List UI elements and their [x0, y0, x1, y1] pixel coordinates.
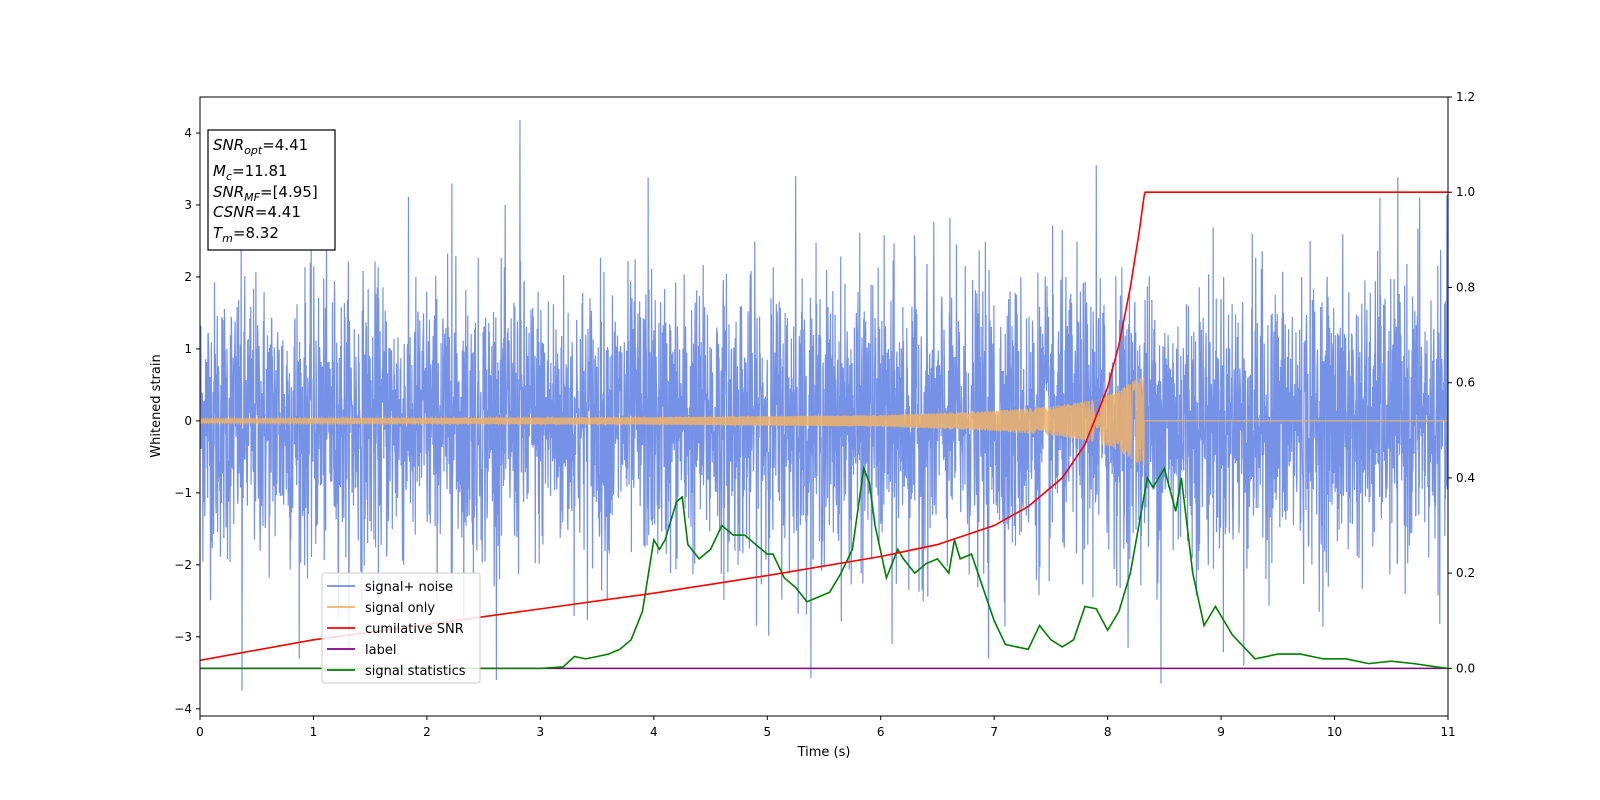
info-value: =[4.95] [260, 183, 318, 201]
info-subscript: c [226, 170, 232, 183]
y-tick-label: 1 [184, 342, 192, 356]
y-tick-label: 4 [184, 126, 192, 140]
y2-tick-label: 0.2 [1456, 566, 1475, 580]
info-symbol: T [213, 224, 224, 242]
y-tick-label: 3 [184, 198, 192, 212]
info-subscript: MF [244, 191, 260, 204]
info-symbol: SNR [213, 136, 244, 154]
info-line: SNRopt=4.41 [213, 136, 308, 157]
legend-entry: label [327, 643, 396, 658]
info-line: SNRMF=[4.95] [213, 183, 318, 204]
x-tick-label: 8 [1104, 725, 1112, 739]
x-axis: 0 1 2 3 4 5 6 7 8 9 10 11 [196, 716, 1456, 739]
info-box-lines: SNRopt=4.41Mc=11.81SNRMF=[4.95]CSNR=4.41… [213, 136, 318, 245]
info-line: CSNR=4.41 [213, 203, 301, 221]
info-symbol: SNR [213, 183, 244, 201]
legend: signal+ noise signal only cumilative SNR la… [321, 572, 481, 684]
legend-entry: signal only [327, 601, 435, 616]
x-tick-label: 9 [1217, 725, 1225, 739]
info-value: =4.41 [255, 203, 301, 221]
legend-label: signal statistics [365, 664, 466, 679]
series-cumilative-snr [200, 191, 1448, 662]
info-line: Mc=11.81 [213, 162, 288, 183]
info-line: Tm=8.32 [213, 224, 279, 245]
y-tick-label: −1 [174, 486, 192, 500]
x-tick-label: 7 [990, 725, 998, 739]
legend-entries: signal+ noise signal only cumilative SNR la… [327, 580, 466, 679]
y-axis-left: −4 −3 −2 −1 0 1 2 3 4 [174, 126, 200, 716]
info-symbol: M [213, 162, 226, 180]
y2-tick-label: 0.6 [1456, 376, 1475, 390]
y-axis-right: 0.0 0.2 0.4 0.6 0.8 1.0 1.2 [1448, 90, 1475, 675]
x-tick-label: 6 [877, 725, 885, 739]
legend-label: cumilative SNR [365, 622, 464, 637]
info-symbol: CSNR [213, 203, 255, 221]
info-value: =8.32 [233, 224, 279, 242]
info-value: =4.41 [262, 136, 308, 154]
series-signal-only [200, 376, 1448, 466]
x-tick-label: 11 [1440, 725, 1455, 739]
y2-tick-label: 1.2 [1456, 90, 1475, 104]
x-tick-label: 5 [763, 725, 771, 739]
info-subscript: opt [244, 144, 263, 157]
legend-label: signal+ noise [365, 580, 453, 595]
info-value: =11.81 [232, 162, 288, 180]
legend-entry: cumilative SNR [327, 622, 464, 637]
x-tick-label: 1 [310, 725, 318, 739]
legend-label: label [365, 643, 396, 658]
y-axis-title: Whitened strain [149, 354, 164, 457]
x-tick-label: 10 [1327, 725, 1342, 739]
info-box-frame [207, 129, 336, 251]
y-tick-label: −4 [174, 702, 192, 716]
series-signal-statistics [200, 465, 1448, 670]
y2-tick-label: 0.0 [1456, 661, 1475, 675]
y2-tick-label: 1.0 [1456, 185, 1475, 199]
y2-tick-label: 0.4 [1456, 471, 1475, 485]
y2-tick-label: 0.8 [1456, 280, 1475, 294]
x-tick-label: 4 [650, 725, 658, 739]
x-tick-label: 3 [537, 725, 545, 739]
info-subscript: m [222, 232, 233, 245]
legend-label: signal only [365, 601, 435, 616]
y-tick-label: 0 [184, 414, 192, 428]
legend-frame [321, 572, 481, 684]
y-tick-label: 2 [184, 270, 192, 284]
legend-entry: signal statistics [327, 664, 466, 679]
x-tick-label: 2 [423, 725, 431, 739]
y-tick-label: −2 [174, 558, 192, 572]
legend-entry: signal+ noise [327, 580, 453, 595]
x-tick-label: 0 [196, 725, 204, 739]
y-tick-label: −3 [174, 630, 192, 644]
x-axis-title: Time (s) [797, 745, 851, 760]
info-box: SNRopt=4.41Mc=11.81SNRMF=[4.95]CSNR=4.41… [207, 129, 336, 251]
plot-frame [199, 96, 1449, 717]
